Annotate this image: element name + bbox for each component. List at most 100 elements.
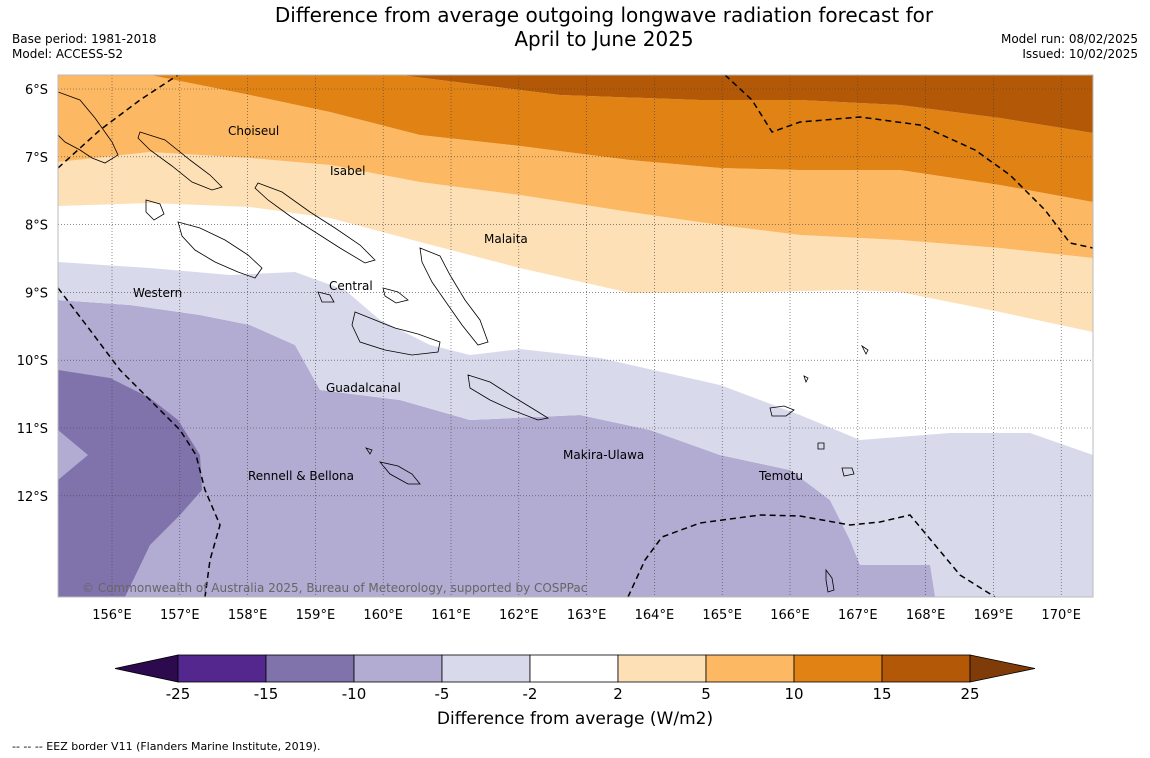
model-run-date: Model run: 08/02/2025 xyxy=(1000,32,1138,46)
lon-tick-label: 166°E xyxy=(770,608,810,623)
lon-tick-label: 158°E xyxy=(228,608,268,623)
lon-tick-label: 159°E xyxy=(296,608,336,623)
region-label-rennell-bellona: Rennell & Bellona xyxy=(248,469,354,483)
russell-coast xyxy=(317,291,335,303)
isabel-coast xyxy=(254,182,376,264)
makira-coast xyxy=(467,374,550,421)
colorbar-tick-label: -15 xyxy=(254,685,279,703)
new-georgia-coast xyxy=(177,221,263,279)
lon-tick-label: 163°E xyxy=(567,608,607,623)
region-label-isabel: Isabel xyxy=(330,164,365,178)
colorbar-tick-label: -2 xyxy=(523,685,538,703)
lon-tick-label: 169°E xyxy=(974,608,1014,623)
olr-anomaly-field xyxy=(58,75,1093,597)
lat-tick-label: 6°S xyxy=(25,83,48,98)
lon-tick-label: 161°E xyxy=(431,608,471,623)
nggela-coast xyxy=(382,287,409,304)
region-label-central: Central xyxy=(329,279,373,293)
contour-fill-neg2-neg5 xyxy=(58,262,1093,597)
longitude-axis: 156°E 157°E 158°E 159°E 160°E 161°E 162°E 163°E… xyxy=(92,608,1081,623)
colorbar-tick-label: 15 xyxy=(872,685,891,703)
colorbar-tick-label: -25 xyxy=(166,685,191,703)
region-label-guadalcanal: Guadalcanal xyxy=(326,381,401,395)
colorbar-tick-label: -5 xyxy=(435,685,450,703)
colorbar: -25 -15 -10 -5 -2 2 5 10 15 25 xyxy=(114,654,1036,703)
colorbar-bin xyxy=(617,654,707,683)
lon-tick-label: 156°E xyxy=(92,608,132,623)
colorbar-bin xyxy=(353,654,443,683)
choiseul-coast xyxy=(137,131,223,191)
model-info: Base period: 1981-2018 Model: ACCESS-S2 xyxy=(12,32,157,62)
colorbar-tick-label: 2 xyxy=(613,685,623,703)
rennell-coast xyxy=(378,461,421,485)
lat-tick-label: 7°S xyxy=(25,151,48,166)
run-info: Model run: 08/02/2025 Issued: 10/02/2025 xyxy=(1001,32,1138,62)
lon-tick-label: 164°E xyxy=(635,608,675,623)
lat-tick-label: 12°S xyxy=(17,490,48,505)
malaita-coast xyxy=(419,247,489,346)
lat-tick-label: 10°S xyxy=(17,354,48,369)
region-label-makira-ulawa: Makira-Ulawa xyxy=(563,448,644,462)
contour-fill-neg10-neg15 xyxy=(58,370,202,597)
copyright-text: © Commonwealth of Australia 2025, Bureau… xyxy=(82,581,587,595)
title-line-2: April to June 2025 xyxy=(514,27,694,51)
contour-fill-10-15 xyxy=(95,75,1093,202)
colorbar-bin xyxy=(265,654,355,683)
model-name: Model: ACCESS-S2 xyxy=(12,47,124,61)
colorbar-tick-label: 25 xyxy=(960,685,979,703)
eez-border-north xyxy=(58,75,179,169)
coastlines xyxy=(58,91,869,593)
region-label-malaita: Malaita xyxy=(484,232,528,246)
lon-tick-label: 157°E xyxy=(160,608,200,623)
eez-border-west xyxy=(58,287,221,597)
lon-tick-label: 162°E xyxy=(499,608,539,623)
contour-fill-15-25 xyxy=(400,75,1093,133)
contour-fill-5-10 xyxy=(58,75,1093,258)
colorbar-tick-label: 5 xyxy=(701,685,711,703)
region-label-temotu: Temotu xyxy=(758,469,803,483)
colorbar-bin xyxy=(705,654,795,683)
vanikoro-coast xyxy=(841,467,855,477)
bougainville-coast xyxy=(58,91,119,164)
contour-fill-neg5-neg10 xyxy=(58,300,940,597)
region-label-choiseul: Choiseul xyxy=(228,124,279,138)
eez-border xyxy=(58,75,1093,597)
latitude-axis: 6°S 7°S 8°S 9°S 10°S 11°S 12°S xyxy=(17,83,48,505)
graticule xyxy=(58,75,1093,597)
eez-border-northeast xyxy=(724,75,1093,249)
colorbar-bin xyxy=(177,654,267,683)
tikopia-coast xyxy=(825,568,835,593)
issued-date: Issued: 10/02/2025 xyxy=(1022,47,1138,61)
colorbar-extend-min xyxy=(114,654,179,683)
region-labels: Choiseul Isabel Malaita Western Central … xyxy=(133,124,803,483)
lat-tick-label: 9°S xyxy=(25,286,48,301)
region-label-western: Western xyxy=(133,286,182,300)
map-frame xyxy=(57,74,1094,598)
reef-islands-coast xyxy=(803,375,809,384)
lat-tick-label: 8°S xyxy=(25,219,48,234)
lon-tick-label: 170°E xyxy=(1041,608,1081,623)
colorbar-bin xyxy=(529,654,619,683)
santa-cruz-coast xyxy=(769,405,795,417)
vella-lavella-coast xyxy=(145,199,165,221)
guadalcanal-coast xyxy=(351,311,441,356)
utupua-coast xyxy=(817,442,825,450)
title-line-1: Difference from average outgoing longwav… xyxy=(274,3,934,27)
colorbar-tick-label: -10 xyxy=(342,685,367,703)
eez-legend: -- -- -- EEZ border V11 (Flanders Marine… xyxy=(12,740,321,753)
bellona-coast xyxy=(365,447,373,455)
lon-tick-label: 167°E xyxy=(838,608,878,623)
lat-tick-label: 11°S xyxy=(17,422,48,437)
base-period: Base period: 1981-2018 xyxy=(12,32,157,46)
contour-fill-2-5 xyxy=(58,152,1093,332)
chart-title: Difference from average outgoing longwav… xyxy=(0,3,1150,51)
colorbar-bin xyxy=(881,654,971,683)
colorbar-bin xyxy=(441,654,531,683)
colorbar-tick-label: 10 xyxy=(784,685,803,703)
colorbar-label: Difference from average (W/m2) xyxy=(436,709,714,729)
lon-tick-label: 165°E xyxy=(702,608,742,623)
colorbar-extend-max xyxy=(969,654,1036,683)
colorbar-bin xyxy=(793,654,883,683)
lon-tick-label: 160°E xyxy=(363,608,403,623)
